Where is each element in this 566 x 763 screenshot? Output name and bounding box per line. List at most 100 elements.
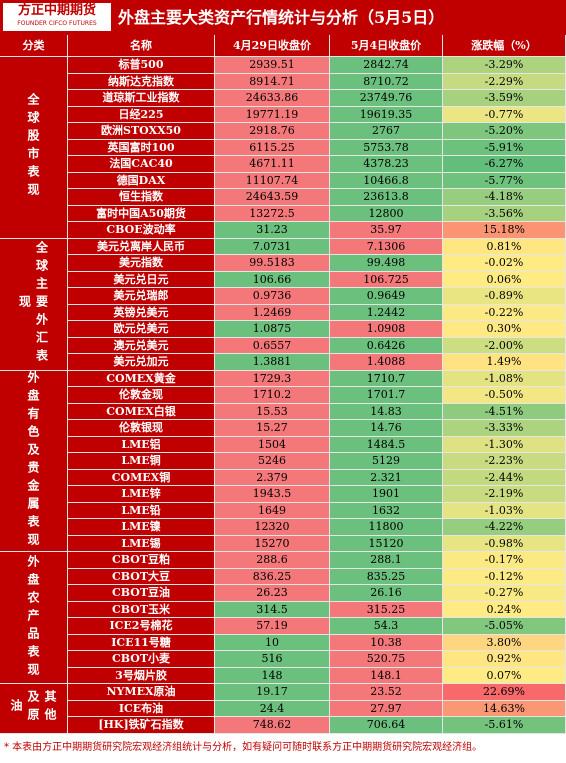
price-cell: 1710.2 bbox=[215, 387, 330, 404]
price-cell: 26.23 bbox=[215, 585, 330, 602]
column-header: 5月4日收盘价 bbox=[330, 35, 443, 57]
price-cell: 7.0731 bbox=[215, 238, 330, 255]
price-cell: 5246 bbox=[215, 453, 330, 470]
change-cell: -0.77% bbox=[443, 106, 566, 123]
change-cell: -5.77% bbox=[443, 172, 566, 189]
change-cell: -3.59% bbox=[443, 90, 566, 107]
price-cell: 1484.5 bbox=[330, 436, 443, 453]
column-header: 分类 bbox=[0, 35, 68, 57]
change-cell: -2.19% bbox=[443, 486, 566, 503]
change-cell: -4.51% bbox=[443, 403, 566, 420]
change-cell: -0.89% bbox=[443, 288, 566, 305]
price-cell: 288.6 bbox=[215, 552, 330, 569]
price-cell: 2918.76 bbox=[215, 123, 330, 140]
column-header: 4月29日收盘价 bbox=[215, 35, 330, 57]
price-cell: 24633.86 bbox=[215, 90, 330, 107]
asset-name: 德国DAX bbox=[68, 172, 215, 189]
change-cell: 0.92% bbox=[443, 651, 566, 668]
price-cell: 10 bbox=[215, 634, 330, 651]
price-cell: 14.76 bbox=[330, 420, 443, 437]
asset-name: CBOT大豆 bbox=[68, 568, 215, 585]
price-cell: 57.19 bbox=[215, 618, 330, 635]
price-cell: 1.2469 bbox=[215, 304, 330, 321]
price-cell: 106.725 bbox=[330, 271, 443, 288]
change-cell: -0.98% bbox=[443, 535, 566, 552]
change-cell: -5.91% bbox=[443, 139, 566, 156]
change-cell: 0.30% bbox=[443, 321, 566, 338]
price-cell: 0.9736 bbox=[215, 288, 330, 305]
asset-name: COMEX黄金 bbox=[68, 370, 215, 387]
price-cell: 288.1 bbox=[330, 552, 443, 569]
price-cell: 314.5 bbox=[215, 601, 330, 618]
price-cell: 19619.35 bbox=[330, 106, 443, 123]
price-cell: 15270 bbox=[215, 535, 330, 552]
price-cell: 0.6426 bbox=[330, 337, 443, 354]
asset-name: 欧洲STOXX50 bbox=[68, 123, 215, 140]
change-cell: -3.29% bbox=[443, 57, 566, 74]
logo-text: 方正中期期货 bbox=[17, 3, 96, 18]
price-cell: 2842.74 bbox=[330, 57, 443, 74]
change-cell: -0.12% bbox=[443, 568, 566, 585]
change-cell: -0.17% bbox=[443, 552, 566, 569]
price-cell: 99.5183 bbox=[215, 255, 330, 272]
asset-name: 法国CAC40 bbox=[68, 156, 215, 173]
price-cell: 14.83 bbox=[330, 403, 443, 420]
price-cell: 5129 bbox=[330, 453, 443, 470]
asset-name: 纳斯达克指数 bbox=[68, 73, 215, 90]
change-cell: -3.56% bbox=[443, 205, 566, 222]
change-cell: -1.08% bbox=[443, 370, 566, 387]
change-cell: -2.29% bbox=[443, 73, 566, 90]
price-cell: 1.4088 bbox=[330, 354, 443, 371]
asset-name: 伦敦金现 bbox=[68, 387, 215, 404]
price-cell: 5753.78 bbox=[330, 139, 443, 156]
asset-name: 美元指数 bbox=[68, 255, 215, 272]
asset-name: ICE2号棉花 bbox=[68, 618, 215, 635]
price-cell: 148 bbox=[215, 667, 330, 684]
asset-name: LME镍 bbox=[68, 519, 215, 536]
change-cell: 1.49% bbox=[443, 354, 566, 371]
asset-name: 标普500 bbox=[68, 57, 215, 74]
price-cell: 2.379 bbox=[215, 469, 330, 486]
price-cell: 520.75 bbox=[330, 651, 443, 668]
change-cell: -0.27% bbox=[443, 585, 566, 602]
price-cell: 26.16 bbox=[330, 585, 443, 602]
price-cell: 8710.72 bbox=[330, 73, 443, 90]
asset-name: 美元兑离岸人民币 bbox=[68, 238, 215, 255]
price-cell: 1729.3 bbox=[215, 370, 330, 387]
asset-name: 美元兑加元 bbox=[68, 354, 215, 371]
price-cell: 835.25 bbox=[330, 568, 443, 585]
footnote: * 本表由方正中期期货研究院宏观经济组统计与分析，如有疑问可随时联系方正中期期货… bbox=[4, 742, 483, 753]
price-cell: 54.3 bbox=[330, 618, 443, 635]
change-cell: -1.30% bbox=[443, 436, 566, 453]
price-cell: 31.23 bbox=[215, 222, 330, 239]
price-cell: 106.66 bbox=[215, 271, 330, 288]
logo: 方正中期期货 FOUNDER CIFCO FUTURES bbox=[3, 3, 111, 31]
asset-name: 道琼斯工业指数 bbox=[68, 90, 215, 107]
change-cell: 3.80% bbox=[443, 634, 566, 651]
asset-name: CBOT小麦 bbox=[68, 651, 215, 668]
price-cell: 19771.19 bbox=[215, 106, 330, 123]
change-cell: -2.00% bbox=[443, 337, 566, 354]
price-cell: 15.53 bbox=[215, 403, 330, 420]
category-cell: 全球主要外汇表现 bbox=[0, 238, 68, 371]
change-cell: -4.22% bbox=[443, 519, 566, 536]
change-cell: -0.50% bbox=[443, 387, 566, 404]
price-cell: 1943.5 bbox=[215, 486, 330, 503]
price-cell: 836.25 bbox=[215, 568, 330, 585]
column-header: 名称 bbox=[68, 35, 215, 57]
change-cell: -4.18% bbox=[443, 189, 566, 206]
price-cell: 24.4 bbox=[215, 700, 330, 717]
price-cell: 1504 bbox=[215, 436, 330, 453]
asset-name: 恒生指数 bbox=[68, 189, 215, 206]
asset-name: NYMEX原油 bbox=[68, 684, 215, 701]
price-cell: 2939.51 bbox=[215, 57, 330, 74]
change-cell: 0.81% bbox=[443, 238, 566, 255]
change-cell: 0.07% bbox=[443, 667, 566, 684]
asset-name: 欧元兑美元 bbox=[68, 321, 215, 338]
asset-name: ICE布油 bbox=[68, 700, 215, 717]
change-cell: -2.23% bbox=[443, 453, 566, 470]
price-cell: 99.498 bbox=[330, 255, 443, 272]
price-cell: 0.6557 bbox=[215, 337, 330, 354]
category-cell: 外盘农产品表现 bbox=[0, 552, 68, 684]
